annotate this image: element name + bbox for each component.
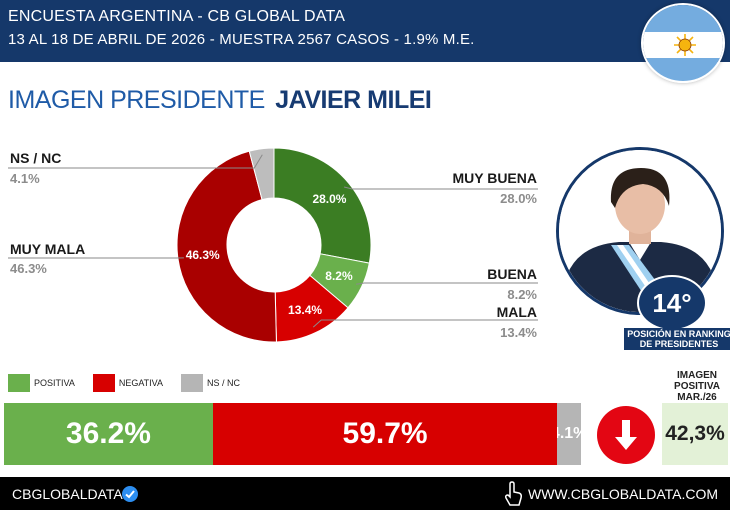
callout-value-label: 28.0% [500,191,537,206]
leader-line [343,186,538,190]
leader-line [8,154,263,169]
callout-category-label: NS / NC [10,150,61,166]
president-name: JAVIER MILEI [275,86,432,114]
stacked-bar: 36.2% 59.7% 4.1% [4,403,581,465]
slice-value-label: 13.4% [288,303,322,317]
legend: POSITIVA NEGATIVA NS / NC [8,373,258,393]
argentina-flag-icon [641,3,725,83]
callout-category-label: MUY BUENA [452,170,537,186]
bar-segment-negativa: 59.7% [212,403,558,465]
bar-segment-nsnc: 4.1% [557,403,581,465]
pointer-hand-icon [505,481,522,506]
legend-swatch [92,374,115,392]
callout-category-label: MUY MALA [10,241,85,257]
slice-value-label: 8.2% [325,269,353,283]
survey-details: 13 AL 18 DE ABRIL DE 2026 - MUESTRA 2567… [8,31,475,48]
survey-title: ENCUESTA ARGENTINA - CB GLOBAL DATA [8,8,346,25]
callout-category-label: MALA [497,304,537,320]
down-arrow-icon [597,406,655,464]
legend-item-negativa: NEGATIVA [92,374,164,392]
callout-category-label: BUENA [487,266,537,282]
ranking-badge: 14° [637,275,707,331]
donut-slice-ns-nc [248,147,275,201]
leader-line [356,282,538,285]
slice-value-label: 46.3% [186,248,220,262]
callout-value-label: 8.2% [507,287,537,302]
donut-chart: 28.0% 8.2% 13.4% 46.3% MUY BUENA 28.0% BUENA 8.… [8,147,538,343]
legend-swatch [8,374,30,392]
header-banner: ENCUESTA ARGENTINA - CB GLOBAL DATA 13 A… [0,0,730,62]
imagen-positiva-value: 42,3% [662,403,728,465]
page-title: IMAGEN PRESIDENTE JAVIER MILEI [8,86,432,115]
legend-swatch [181,374,204,392]
leader-line [312,319,538,328]
callout-value-label: 4.1% [10,171,40,186]
slice-value-label: 28.0% [312,192,346,206]
title-label: IMAGEN PRESIDENTE [8,86,265,114]
footer-brand: CBGLOBALDATA [12,486,123,502]
donut-slice-muy-buena [273,147,372,264]
verified-icon [122,486,138,502]
legend-label: NEGATIVA [118,378,164,388]
footer-url[interactable]: WWW.CBGLOBALDATA.COM [528,486,719,502]
legend-label: POSITIVA [34,378,75,388]
imagen-positiva-label: IMAGEN POSITIVA MAR./26 [674,370,720,403]
legend-item-positiva: POSITIVA [8,374,75,392]
callout-value-label: 13.4% [500,325,537,340]
legend-item-nsnc: NS / NC [181,374,240,392]
callout-value-label: 46.3% [10,261,47,276]
footer: CBGLOBALDATA WWW.CBGLOBALDATA.COM [0,477,730,510]
ranking-label: POSICIÓN EN RANKING DE PRESIDENTES [624,328,730,350]
legend-label: NS / NC [207,378,241,388]
donut-slice-muy-mala [176,150,277,343]
bar-segment-positiva: 36.2% [4,403,213,465]
